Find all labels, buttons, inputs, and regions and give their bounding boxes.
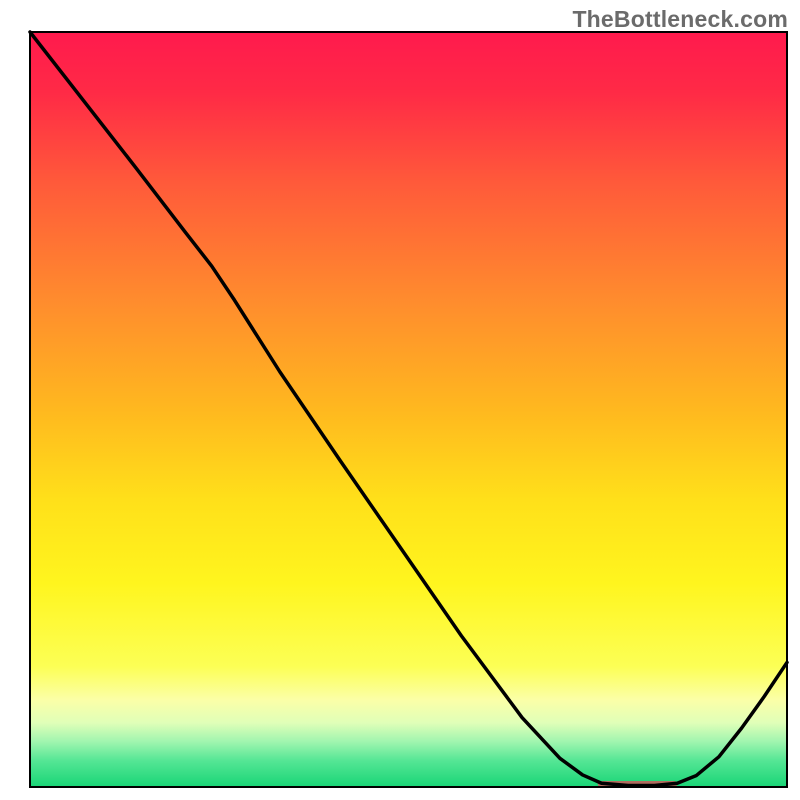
chart-background <box>30 32 787 787</box>
bottleneck-chart <box>0 0 800 800</box>
watermark-text: TheBottleneck.com <box>572 6 788 33</box>
